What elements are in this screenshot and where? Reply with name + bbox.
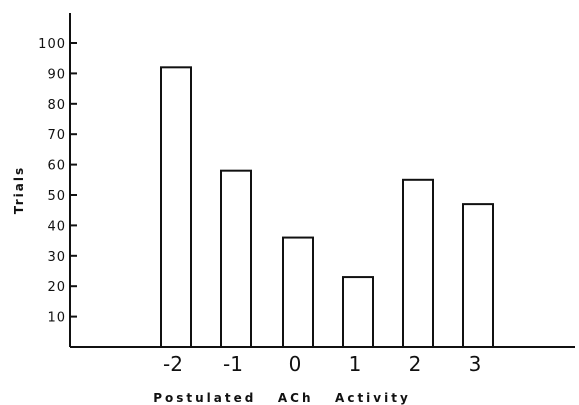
bar-0 [282,236,314,348]
x-tick-label: 2 [409,352,422,376]
bar--2 [160,66,192,348]
y-tick-label: 10 [47,311,66,326]
x-tick-label: 1 [349,352,362,376]
x-tick-label: -1 [223,352,243,376]
x-tick-label: 0 [289,352,302,376]
y-tick-label: 60 [47,159,66,174]
y-tick-label: 80 [47,98,66,113]
y-tick-label: 50 [47,189,66,204]
y-tick-label: 20 [47,280,66,295]
x-tick-label: 3 [469,352,482,376]
bars [160,66,494,348]
y-tick-label: 100 [38,37,66,52]
bar--1 [220,169,252,348]
y-tick-label: 70 [47,128,66,143]
y-tick-labels: 10 20 30 40 50 60 70 80 90 100 [38,37,66,326]
y-axis-label: Trials [12,166,26,214]
x-tick-label: -2 [163,352,183,376]
y-tick-label: 30 [47,250,66,265]
y-axis [69,13,77,347]
y-tick-label: 90 [47,67,66,82]
y-tick-label: 40 [47,219,66,234]
bar-2 [402,178,434,348]
bar-1 [342,276,374,348]
x-axis-label: Postulated ACh Activity [153,391,411,405]
bar-3 [462,203,494,348]
x-tick-labels: -2 -1 0 1 2 3 [163,352,481,376]
